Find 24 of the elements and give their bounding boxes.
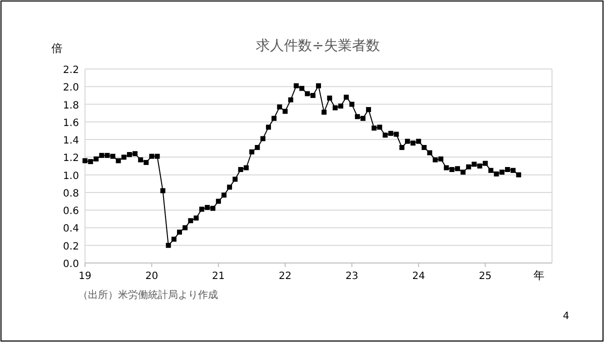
y-tick-label: 0.2 [63, 241, 79, 252]
y-tick-label: 1.8 [63, 100, 79, 112]
text: 4 [562, 311, 570, 322]
y-tick-label: 1.2 [63, 153, 79, 164]
y-tick-label: 1.0 [63, 170, 79, 182]
chart-title: 求人件数÷失業者数 [256, 38, 380, 54]
x-tick-label: 21 [212, 271, 225, 282]
x-tick-label: 23 [345, 271, 358, 282]
y-tick-label: 2.0 [63, 82, 79, 94]
x-tick-label: 25 [478, 271, 492, 282]
x-tick-label: 20 [145, 271, 158, 282]
y-tick-label: 0.6 [63, 206, 79, 218]
text: （出所）米労働統計局より作成 [78, 289, 218, 301]
x-tick-label: 19 [78, 271, 92, 282]
x-axis-title: 年 [534, 269, 544, 282]
x-tick-label: 22 [278, 271, 292, 282]
y-tick-label: 2.2 [63, 65, 79, 76]
y-tick-label: 1.6 [63, 118, 79, 129]
y-tick-label: 1.4 [63, 136, 79, 147]
y-tick-label: 0.0 [63, 259, 79, 270]
y-tick-label: 0.4 [63, 224, 79, 235]
x-tick-label: 24 [412, 271, 425, 282]
y-axis-title: 倍 [52, 42, 62, 55]
y-tick-label: 0.8 [63, 188, 79, 200]
